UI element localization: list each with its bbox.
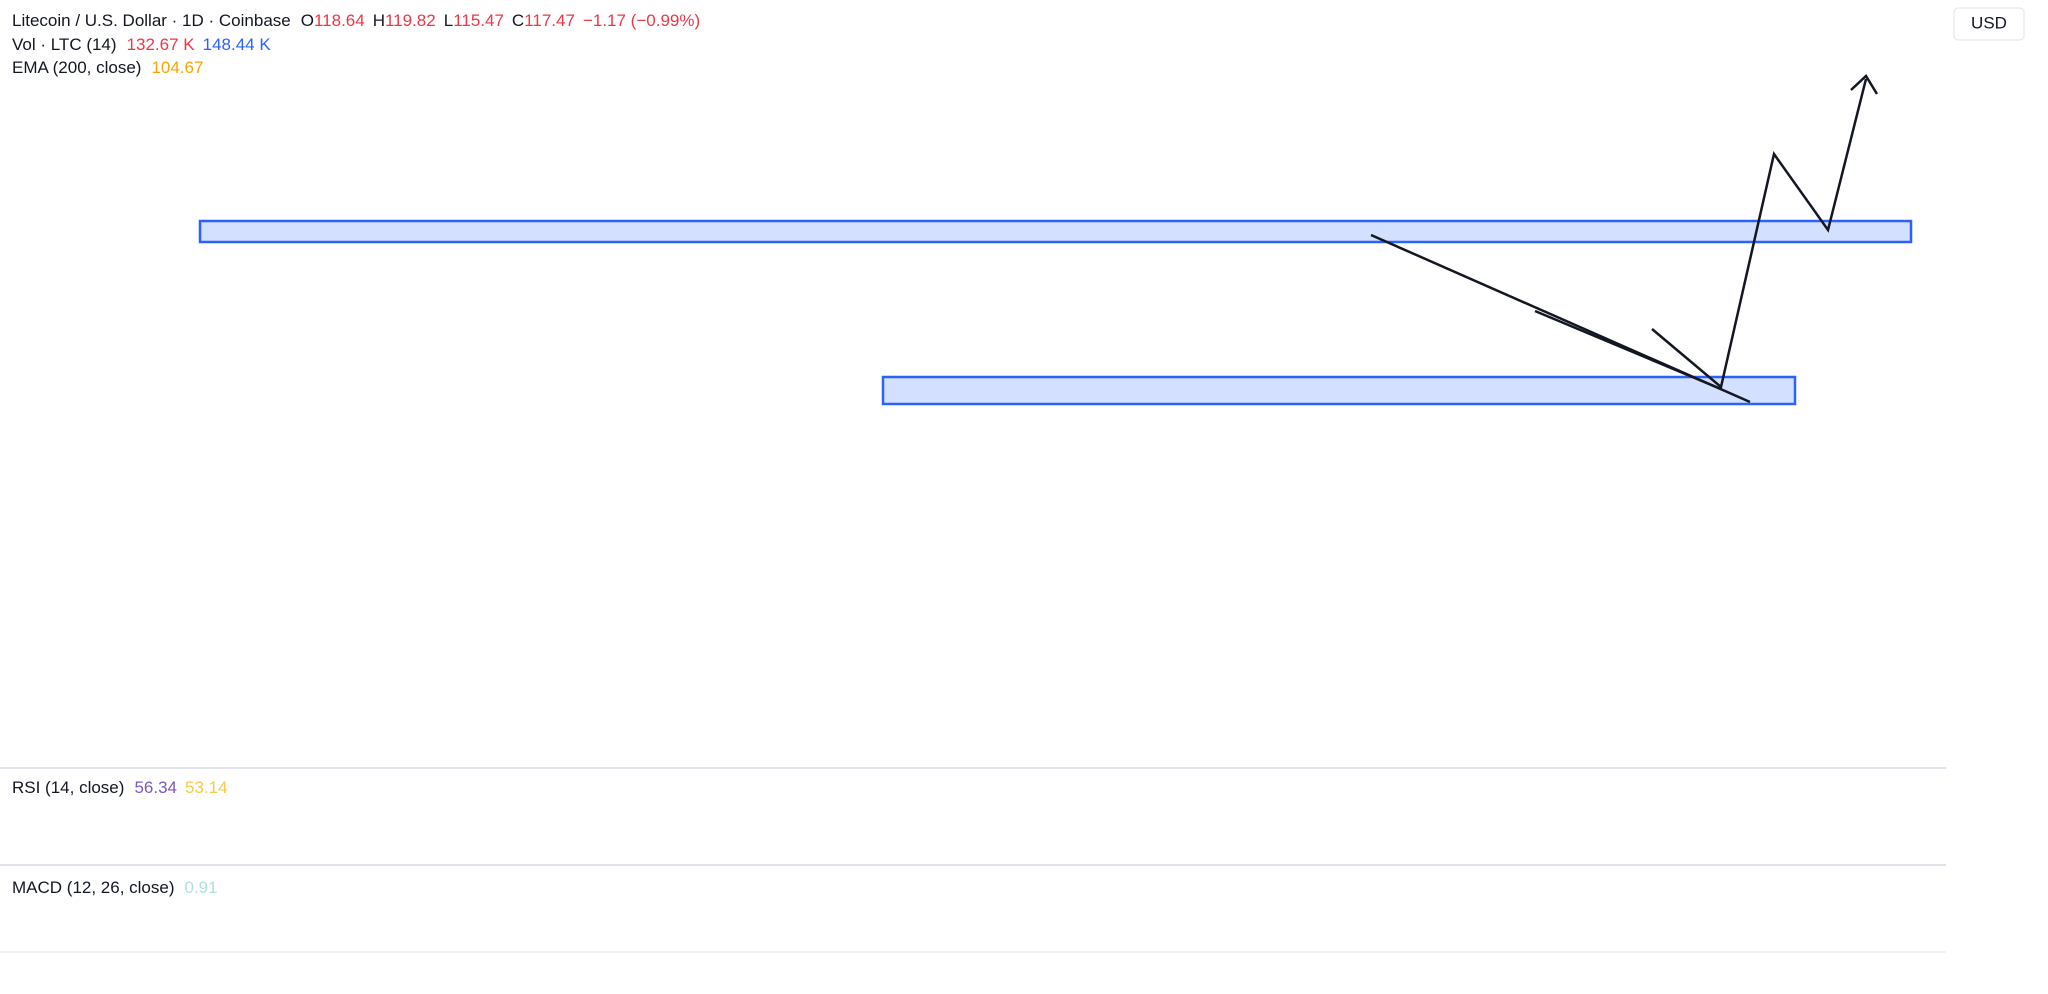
support-zone: [881, 375, 1797, 406]
macd-legend: MACD (12, 26, close) 0.91: [12, 878, 218, 897]
ohlc-label: H: [373, 11, 385, 30]
indicator-name: EMA (200, close): [12, 58, 141, 77]
ohlc-value: 115.47: [453, 11, 504, 30]
change: −1.17 (−0.99%): [583, 11, 700, 30]
ohlc-label: O: [301, 11, 314, 30]
arrow-head: [1850, 74, 1879, 95]
indicator-value: 56.34: [134, 778, 177, 797]
resistance-zone: [198, 219, 1913, 244]
symbol-title: Litecoin / U.S. Dollar · 1D · Coinbase: [12, 11, 291, 30]
ema-legend: EMA (200, close) 104.67: [12, 58, 203, 77]
symbol-legend: Litecoin / U.S. Dollar · 1D · Coinbase O1…: [12, 11, 700, 30]
indicator-name: MACD (12, 26, close): [12, 878, 175, 897]
ohlc-label: L: [444, 11, 453, 30]
indicator-name: Vol · LTC (14): [12, 35, 117, 54]
indicator-value: 0.91: [185, 878, 218, 897]
indicator-value: 104.67: [151, 58, 203, 77]
indicator-name: RSI (14, close): [12, 778, 124, 797]
rsi-legend: RSI (14, close) 56.34 53.14: [12, 778, 228, 797]
ohlc-value: 119.82: [385, 11, 436, 30]
ohlc-value: 118.64: [314, 11, 365, 30]
currency[interactable]: USD: [1971, 13, 2007, 32]
currency-button[interactable]: [1953, 7, 2025, 41]
indicator-value: 53.14: [185, 778, 228, 797]
indicator-value: 132.67 K: [127, 35, 196, 54]
axis-background: [1946, 0, 2048, 994]
indicator-value: 148.44 K: [203, 35, 272, 54]
ohlc-label: C: [512, 11, 524, 30]
price-axis: USD: [1946, 0, 2048, 994]
trend-line: [1534, 309, 1722, 391]
drawings: [198, 74, 1913, 406]
ohlc-value: 117.47: [524, 11, 575, 30]
volume-legend: Vol · LTC (14) 132.67 K 148.44 K: [12, 35, 271, 54]
projection-arrow: [1651, 78, 1868, 390]
